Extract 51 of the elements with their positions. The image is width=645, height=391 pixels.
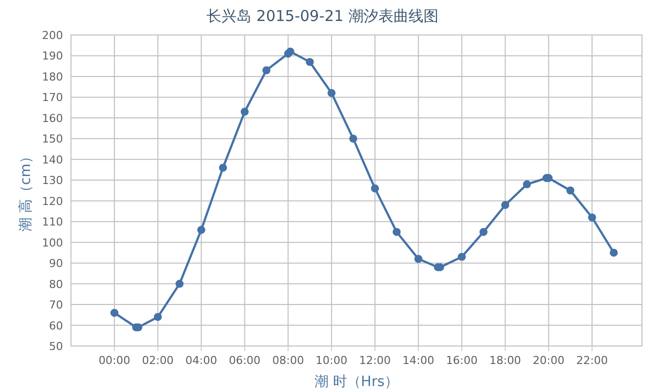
x-tick-label: 18:00 [489, 354, 522, 367]
x-tick-label: 22:00 [576, 354, 608, 367]
point [480, 228, 488, 236]
point [154, 312, 162, 321]
point [349, 134, 358, 143]
x-tick-label: 00:00 [98, 354, 130, 367]
point [218, 164, 227, 172]
y-tick-label: 50 [49, 340, 63, 353]
point [522, 180, 531, 188]
y-tick-label: 140 [42, 153, 63, 166]
y-tick-label: 130 [42, 174, 63, 188]
point [458, 252, 466, 261]
x-tick-label: 16:00 [446, 354, 478, 367]
point [370, 184, 379, 192]
point [176, 280, 184, 288]
y-tick-label: 200 [42, 29, 63, 42]
x-tick-label: 12:00 [359, 354, 391, 367]
point [392, 228, 401, 236]
y-tick-label: 60 [49, 319, 63, 332]
y-tick-label: 180 [42, 70, 63, 84]
point [240, 108, 249, 116]
point [197, 226, 206, 234]
point [566, 186, 574, 194]
point [588, 213, 596, 222]
x-tick-label: 10:00 [316, 354, 348, 367]
point [414, 254, 422, 263]
point [262, 66, 270, 74]
y-tick-label: 70 [49, 298, 63, 312]
point [110, 308, 118, 317]
chart-title: 长兴岛 2015-09-21 潮汐表曲线图 [206, 7, 438, 25]
point [306, 58, 314, 66]
point [328, 89, 336, 98]
y-tick-label: 170 [42, 91, 63, 104]
y-tick-label: 100 [42, 236, 63, 250]
y-tick-label: 110 [42, 216, 63, 229]
y-tick-label: 190 [42, 50, 63, 63]
x-tick-label: 04:00 [185, 354, 218, 367]
x-axis-title: 潮 时（Hrs） [314, 374, 399, 390]
y-tick-label: 90 [49, 257, 63, 270]
y-axis-title: 潮 高（cm） [18, 150, 34, 232]
y-tick-label: 120 [42, 194, 63, 208]
x-tick-label: 02:00 [142, 354, 174, 367]
y-tick-label: 80 [49, 278, 63, 291]
point [610, 248, 618, 257]
x-tick-label: 06:00 [228, 354, 261, 367]
point [501, 201, 510, 210]
x-tick-label: 14:00 [402, 354, 434, 367]
x-tick-label: 20:00 [532, 354, 564, 367]
y-tick-label: 150 [42, 132, 63, 146]
x-tick-label: 08:00 [272, 354, 304, 367]
y-tick-label: 160 [42, 112, 63, 125]
